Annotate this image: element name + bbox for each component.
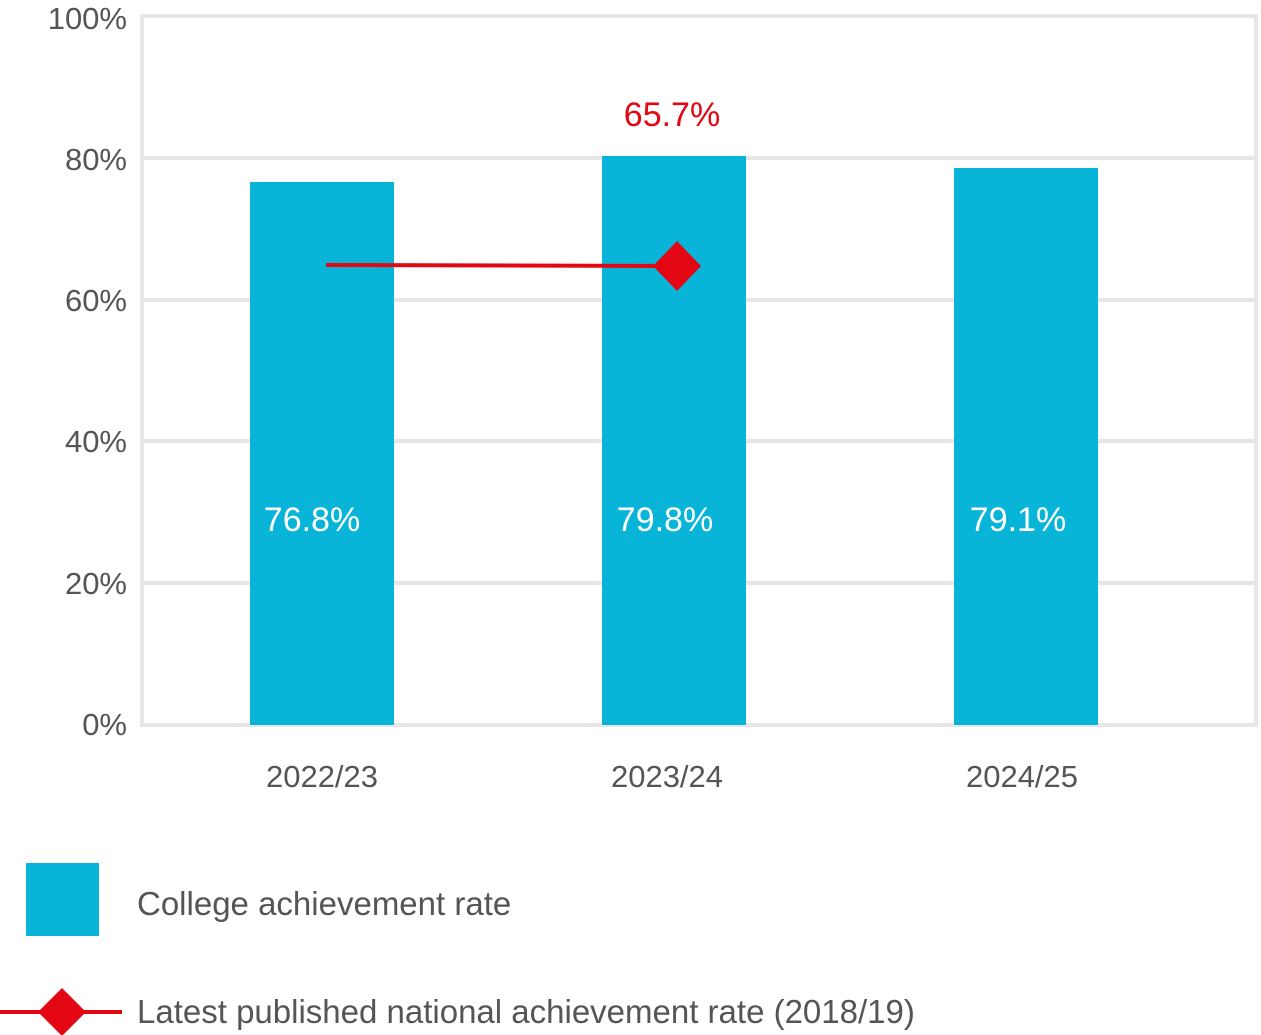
diamond-marker-icon (653, 241, 701, 291)
y-tick-0: 0% (82, 707, 127, 742)
national-rate-line (325, 263, 678, 268)
legend-label-college: College achievement rate (137, 885, 512, 922)
bar-2024-25 (954, 168, 1098, 725)
x-tick-2022-23: 2022/23 (265, 759, 379, 794)
y-tick-100: 100% (47, 1, 127, 36)
national-rate-label: 65.7% (623, 96, 721, 134)
x-tick-2024-25: 2024/25 (965, 759, 1079, 794)
legend-diamond-icon (38, 988, 86, 1035)
bar-label-2022-23: 76.8% (263, 501, 361, 539)
legend-label-national: Latest published national achievement ra… (137, 993, 915, 1030)
y-tick-40: 40% (64, 424, 127, 459)
bar-label-2024-25: 79.1% (969, 501, 1067, 539)
bar-2023-24 (602, 156, 746, 725)
y-tick-80: 80% (64, 142, 127, 177)
legend-bar-swatch-icon (26, 863, 99, 936)
y-tick-20: 20% (64, 566, 127, 601)
y-tick-60: 60% (64, 283, 127, 318)
bar-label-2023-24: 79.8% (616, 501, 714, 539)
x-tick-2023-24: 2023/24 (610, 759, 724, 794)
bar-2022-23 (250, 182, 394, 725)
